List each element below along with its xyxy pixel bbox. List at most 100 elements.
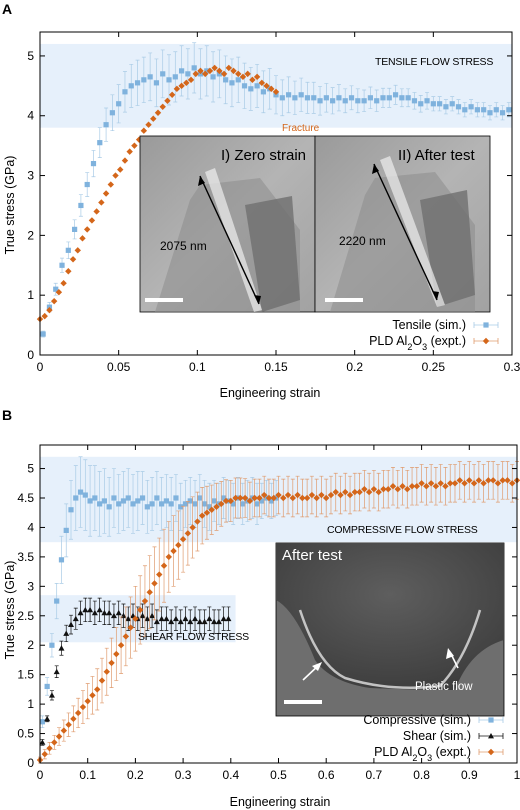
data-point xyxy=(385,485,392,493)
data-point xyxy=(211,618,218,625)
data-point xyxy=(206,67,214,75)
y-tick-label: 2 xyxy=(27,228,34,242)
data-point xyxy=(222,497,230,505)
data-point xyxy=(351,488,359,496)
data-point xyxy=(77,489,84,495)
legend-label: PLD Al2O3 (expt.) xyxy=(369,334,466,352)
data-point xyxy=(375,488,382,496)
band-label-shear: SHEAR FLOW STRESS xyxy=(138,631,249,643)
data-point xyxy=(244,70,251,78)
data-point xyxy=(153,618,160,625)
data-point xyxy=(504,477,511,484)
data-point xyxy=(499,477,506,484)
data-point xyxy=(116,501,122,507)
x-axis-title-a: Engineering strain xyxy=(220,386,321,400)
data-point xyxy=(225,64,232,72)
data-point xyxy=(97,501,103,507)
data-point xyxy=(97,140,103,146)
data-point xyxy=(499,110,506,116)
data-point xyxy=(442,483,449,490)
data-point xyxy=(218,500,225,508)
legend-label: Tensile (sim.) xyxy=(392,318,466,332)
data-point xyxy=(367,95,373,101)
data-point xyxy=(72,615,79,622)
data-point xyxy=(93,208,100,215)
data-point xyxy=(96,606,103,613)
data-point xyxy=(140,127,148,134)
x-tick-label: 0.5 xyxy=(270,768,287,782)
data-point xyxy=(55,733,63,740)
data-point xyxy=(179,536,187,543)
data-point xyxy=(430,101,436,107)
data-point xyxy=(79,703,87,711)
data-point xyxy=(470,480,478,487)
x-tick-label: 0.3 xyxy=(504,360,520,374)
inset-length-after-test: 2220 nm xyxy=(339,234,386,248)
data-point xyxy=(192,70,199,78)
data-point xyxy=(48,692,55,698)
x-tick-label: 0.4 xyxy=(222,768,239,782)
data-point xyxy=(509,480,516,487)
y-axis-title-b: True stress (GPa) xyxy=(3,561,17,660)
data-point xyxy=(160,71,166,77)
data-point xyxy=(361,98,367,104)
data-point xyxy=(432,483,440,490)
data-point xyxy=(41,750,48,758)
data-point xyxy=(53,668,60,675)
data-point xyxy=(474,107,480,113)
data-point xyxy=(50,297,58,305)
data-point xyxy=(145,121,152,128)
data-point xyxy=(192,501,198,507)
data-point xyxy=(149,501,155,507)
y-tick-label: 4.5 xyxy=(17,491,34,505)
data-point xyxy=(240,501,246,507)
data-point xyxy=(263,82,270,90)
data-point xyxy=(103,122,109,128)
data-point xyxy=(370,485,378,493)
inset-length-zero-strain: 2075 nm xyxy=(160,239,207,253)
data-point xyxy=(336,95,342,101)
series-square xyxy=(39,456,279,729)
data-point xyxy=(304,95,311,101)
data-point xyxy=(256,494,263,502)
data-point xyxy=(84,697,91,705)
data-point xyxy=(201,618,208,625)
data-point xyxy=(229,80,235,86)
data-point xyxy=(173,85,181,93)
data-point xyxy=(227,497,234,505)
data-point xyxy=(72,226,78,232)
data-point xyxy=(117,642,125,649)
data-point xyxy=(272,88,280,96)
y-tick-label: 5 xyxy=(27,49,34,63)
data-point xyxy=(108,659,115,667)
data-point xyxy=(187,76,195,84)
data-point xyxy=(399,95,405,101)
legend-label: Shear (sim.) xyxy=(403,729,471,743)
data-point xyxy=(111,495,117,501)
data-point xyxy=(211,64,218,72)
data-point xyxy=(139,495,146,501)
data-point xyxy=(201,501,208,507)
data-point xyxy=(65,247,71,253)
data-point xyxy=(198,512,206,519)
inset-label-after-test: II) After test xyxy=(398,147,476,164)
data-point xyxy=(232,494,239,502)
data-point xyxy=(265,494,273,502)
data-point xyxy=(149,612,156,619)
data-point xyxy=(98,677,106,684)
data-point xyxy=(254,501,260,507)
y-tick-label: 5 xyxy=(27,462,34,476)
data-point xyxy=(122,633,130,640)
data-point xyxy=(63,527,69,533)
data-point xyxy=(418,480,425,487)
legend-marker-diamond xyxy=(487,748,495,756)
data-point xyxy=(87,498,93,504)
data-point xyxy=(225,615,232,622)
y-tick-label: 3.5 xyxy=(17,550,34,564)
data-point xyxy=(132,615,139,622)
data-point xyxy=(79,235,86,242)
data-point xyxy=(165,553,172,561)
data-point xyxy=(92,495,98,501)
y-tick-label: 1 xyxy=(27,697,34,711)
data-point xyxy=(90,160,97,167)
